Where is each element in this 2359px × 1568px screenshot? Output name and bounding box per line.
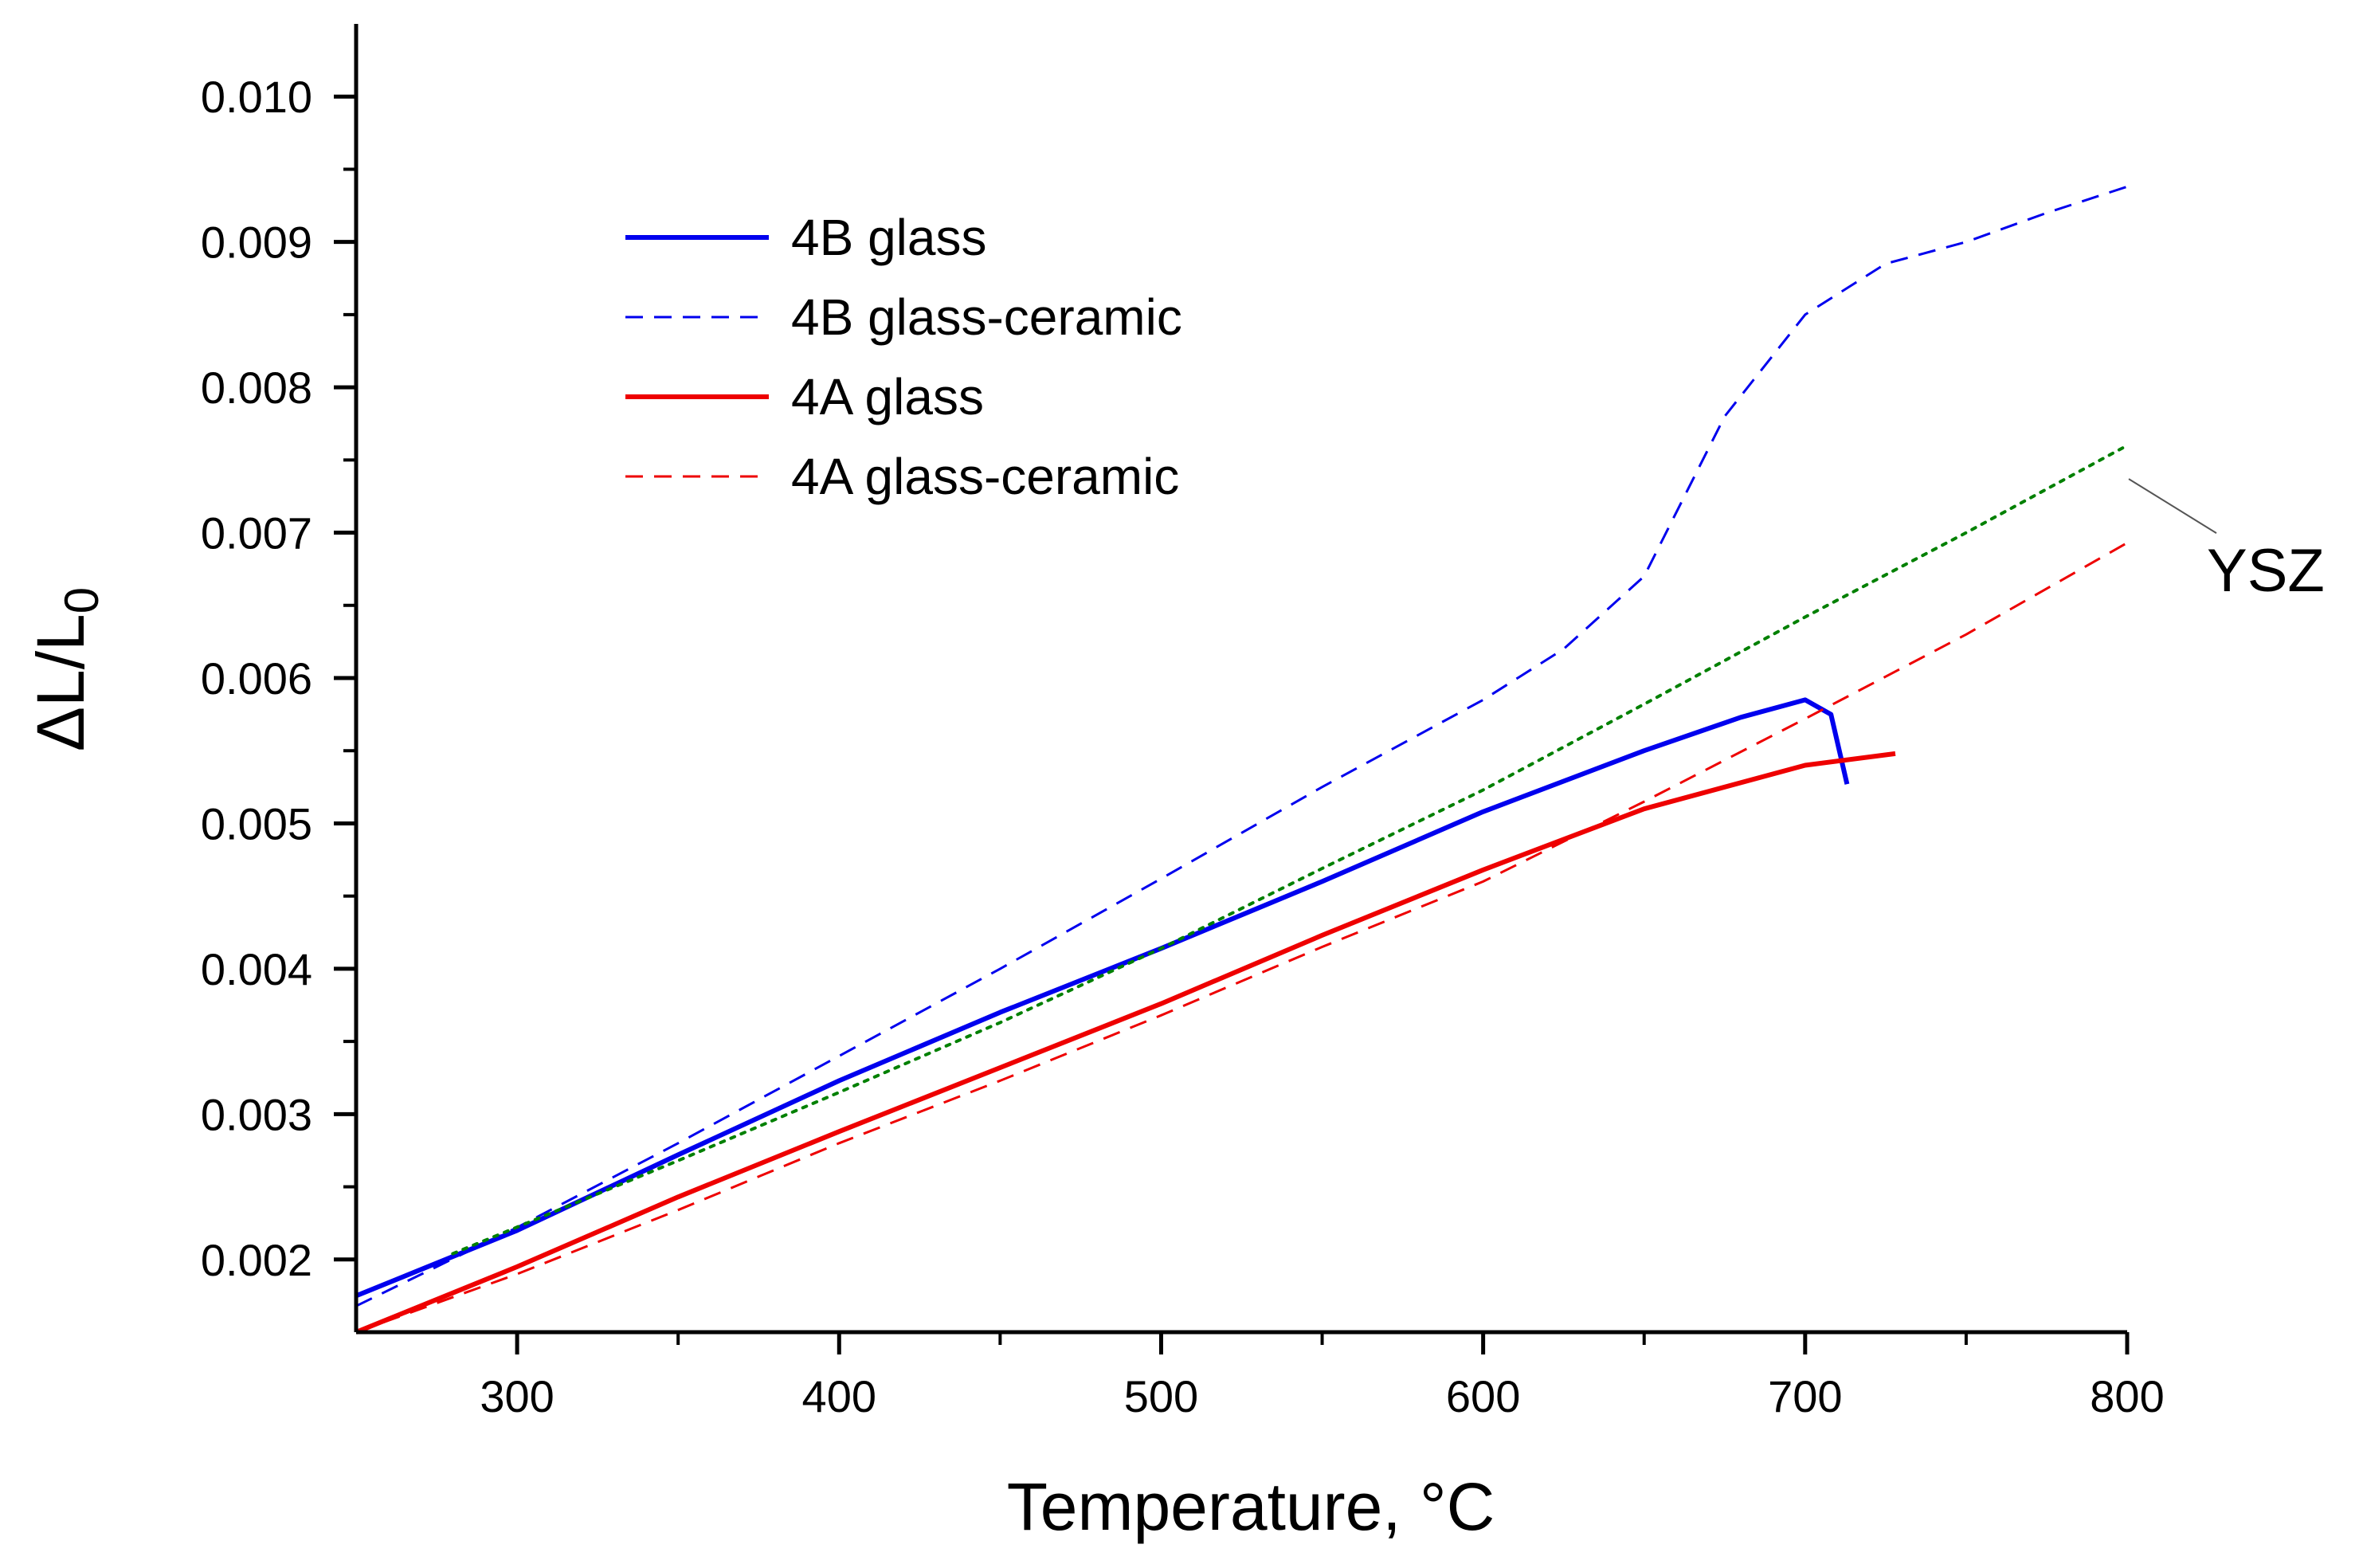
series-layer [355, 185, 2129, 1335]
series-line-4b-glass-ceramic [355, 185, 2128, 1307]
ticks-layer: 300 400 500 600 700 800 0.002 0.003 0.004 0.005 0.… [201, 72, 2165, 1421]
y-axis-title: ΔL/L0 [23, 587, 108, 751]
y-axis-title-main: ΔL/L [23, 613, 98, 751]
x-axis-title: Temperature, °C [1007, 1469, 1495, 1544]
y-tick-label: 0.010 [201, 72, 312, 122]
series-line-ysz [451, 444, 2129, 1256]
legend-entry-label: 4B glass-ceramic [791, 288, 1182, 346]
x-tick-label: 600 [1446, 1371, 1520, 1421]
y-tick-label: 0.008 [201, 363, 312, 413]
x-tick-label: 400 [802, 1371, 876, 1421]
y-axis-title-subscript: 0 [55, 587, 108, 613]
annotation-leader-line [2128, 478, 2217, 534]
series-line-4a-glass [355, 751, 1896, 1335]
y-tick-label: 0.005 [201, 798, 312, 849]
series-line-4a-glass-ceramic [355, 541, 2128, 1334]
legend-entry-label: 4A glass-ceramic [791, 448, 1179, 505]
legend-entry-label: 4A glass [791, 368, 984, 425]
x-tick-label: 300 [480, 1371, 554, 1421]
legend-entry-label: 4B glass [791, 209, 986, 266]
ysz-annotation-label: YSZ [2207, 537, 2325, 605]
y-tick-label: 0.004 [201, 944, 312, 994]
series-line-4b-glass [355, 697, 1850, 1299]
legend: 4B glass 4B glass-ceramic 4A glass 4A glass… [625, 209, 1182, 505]
y-tick-label: 0.002 [201, 1235, 312, 1285]
x-tick-label: 800 [2090, 1371, 2164, 1421]
x-tick-label: 500 [1124, 1371, 1198, 1421]
axes-layer [354, 24, 2127, 1335]
y-tick-label: 0.009 [201, 218, 312, 268]
x-tick-label: 700 [1768, 1371, 1842, 1421]
y-tick-label: 0.007 [201, 508, 312, 559]
y-tick-label: 0.003 [201, 1089, 312, 1139]
annotation-layer: YSZ [2128, 478, 2325, 605]
y-tick-label: 0.006 [201, 653, 312, 704]
